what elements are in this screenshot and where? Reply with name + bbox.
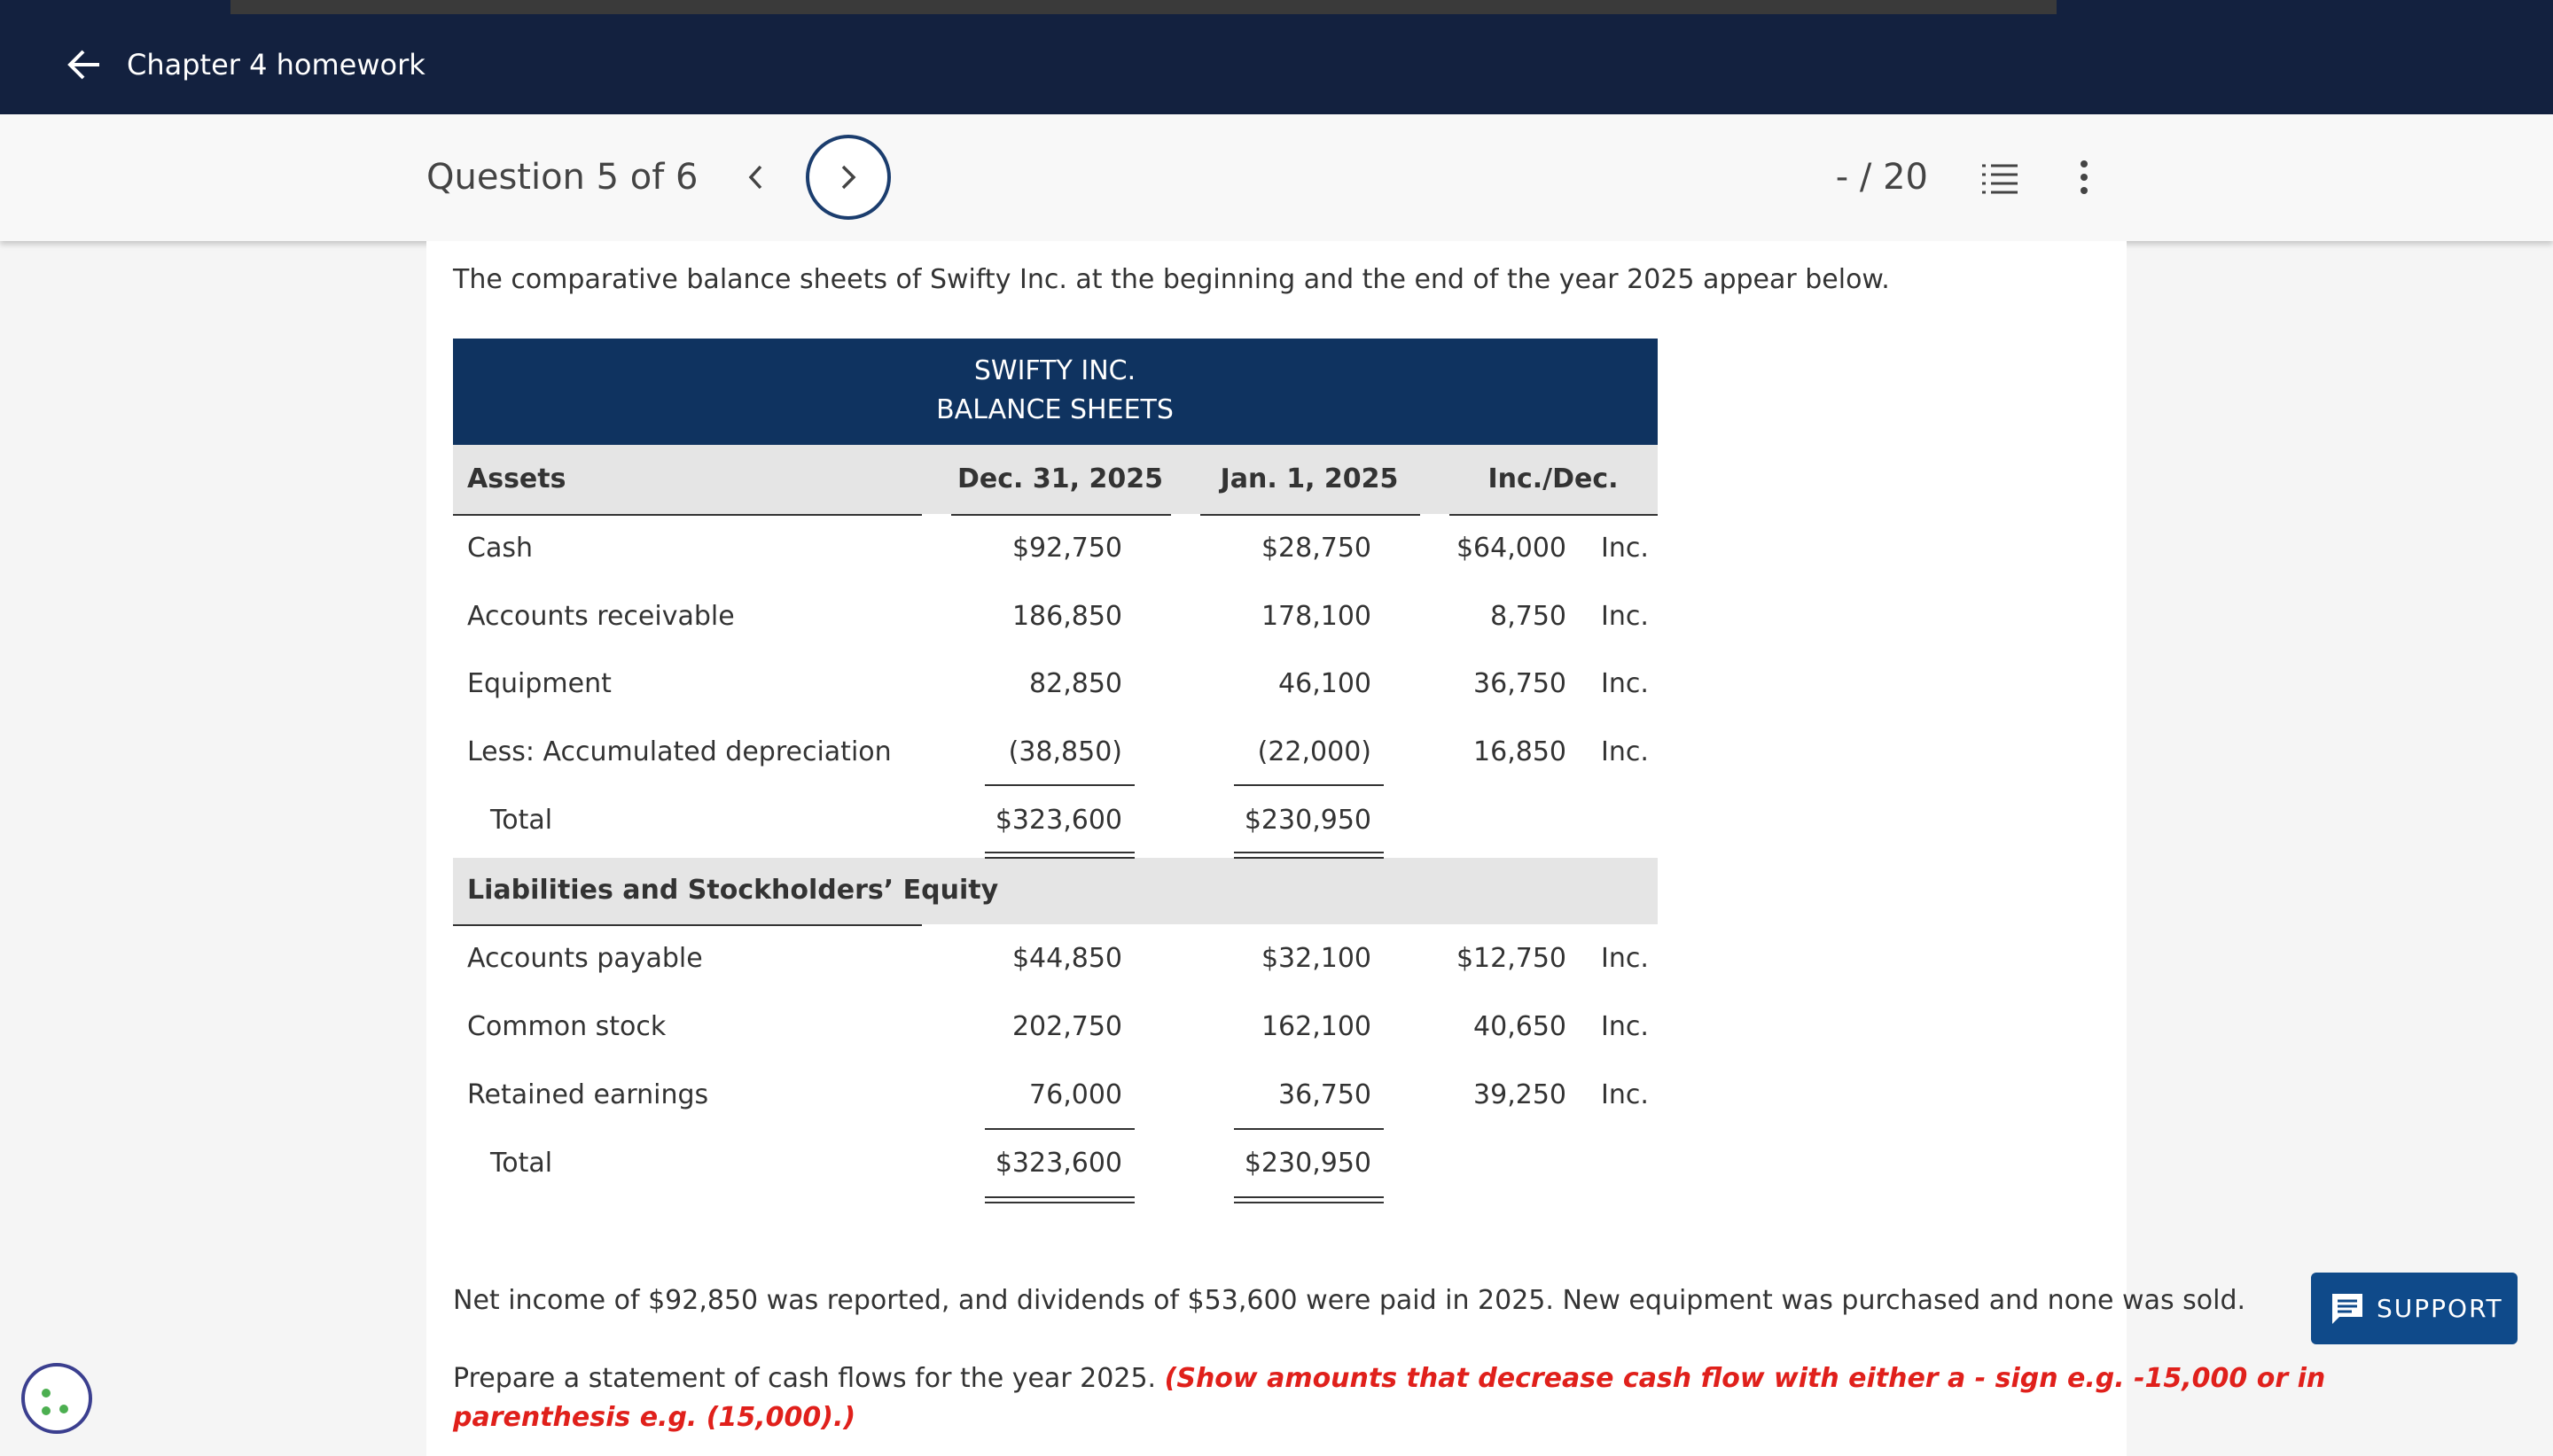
rule (985, 1196, 1135, 1198)
rule (1234, 1196, 1384, 1198)
cell: (38,850) (1008, 736, 1122, 767)
rule (1200, 514, 1420, 516)
rule (951, 514, 1171, 516)
rule (1449, 514, 1658, 516)
cell: 46,100 (1278, 668, 1371, 699)
cell: Inc. (1601, 736, 1649, 767)
rule (985, 852, 1135, 853)
back-arrow[interactable] (66, 47, 103, 82)
rule (1234, 857, 1384, 859)
cell: Inc. (1601, 943, 1649, 974)
column-header-row (453, 445, 1658, 514)
rule (1234, 1202, 1384, 1203)
cell: 40,650 (1473, 1011, 1566, 1042)
top-strip (230, 0, 2057, 14)
support-icon (2332, 1294, 2362, 1324)
support-label: SUPPORT (2377, 1294, 2503, 1323)
cell: 178,100 (1261, 601, 1371, 632)
table-title: SWIFTY INC. (973, 355, 1136, 386)
row-label: Total (490, 805, 553, 836)
back-label[interactable]: Chapter 4 homework (127, 48, 426, 82)
cell: Inc. (1601, 533, 1649, 564)
row-label: Less: Accumulated depreciation (467, 736, 892, 767)
row-label: Cash (467, 533, 533, 564)
cell: $323,600 (995, 805, 1122, 836)
rule (985, 1202, 1135, 1203)
cell: $230,950 (1244, 805, 1371, 836)
cookie-icon[interactable] (20, 1361, 94, 1436)
cell: $92,750 (1011, 533, 1122, 564)
cell: Inc. (1601, 1079, 1649, 1110)
cell: Inc. (1601, 601, 1649, 632)
instructions-text: Prepare a statement of cash flows for th… (453, 1363, 1157, 1394)
column-header: Assets (467, 463, 566, 494)
rule (1234, 784, 1384, 786)
rule (1234, 1128, 1384, 1130)
support-button[interactable]: SUPPORT (2311, 1273, 2518, 1344)
cell: $28,750 (1261, 533, 1371, 564)
section-heading: Liabilities and Stockholders’ Equity (467, 875, 999, 906)
score: - / 20 (1835, 157, 1928, 198)
prev-button[interactable] (743, 161, 769, 193)
rule (1234, 852, 1384, 853)
column-header: Jan. 1, 2025 (1220, 463, 1399, 494)
cell: 36,750 (1278, 1079, 1371, 1110)
cell: $64,000 (1456, 533, 1566, 564)
table-title: BALANCE SHEETS (936, 394, 1174, 425)
note-text: Net income of $92,850 was reported, and … (453, 1285, 2246, 1316)
cell: Inc. (1601, 1011, 1649, 1042)
row-label: Common stock (467, 1011, 667, 1042)
question-label: Question 5 of 6 (426, 157, 699, 198)
rule (985, 1128, 1135, 1130)
rule (453, 514, 922, 516)
row-label: Total (490, 1148, 553, 1179)
row-label: Accounts payable (467, 943, 703, 974)
intro-text: The comparative balance sheets of Swifty… (453, 264, 1890, 295)
next-button[interactable] (804, 133, 893, 222)
row-label: Accounts receivable (467, 601, 735, 632)
list-icon[interactable] (1980, 160, 2019, 196)
section-row (453, 858, 1658, 924)
cell: $230,950 (1244, 1148, 1371, 1179)
cell: 162,100 (1261, 1011, 1371, 1042)
cell: 186,850 (1011, 601, 1122, 632)
cell: 39,250 (1473, 1079, 1566, 1110)
cell: (22,000) (1257, 736, 1371, 767)
cell: $44,850 (1011, 943, 1122, 974)
cell: $12,750 (1456, 943, 1566, 974)
cell: 76,000 (1029, 1079, 1122, 1110)
column-header: Dec. 31, 2025 (957, 463, 1163, 494)
cell: 36,750 (1473, 668, 1566, 699)
instructions-emphasis: parenthesis e.g. (15,000).) (453, 1402, 856, 1433)
cell: $32,100 (1261, 943, 1371, 974)
cell: 202,750 (1011, 1011, 1122, 1042)
column-header: Inc./Dec. (1487, 463, 1619, 494)
instructions: Prepare a statement of cash flows for th… (453, 1366, 2325, 1392)
cell: 16,850 (1473, 736, 1566, 767)
row-label: Retained earnings (467, 1079, 709, 1110)
top-bar: Chapter 4 homework (0, 0, 2553, 114)
table-header (453, 339, 1658, 445)
row-label: Equipment (467, 668, 612, 699)
more-icon[interactable] (2074, 159, 2094, 198)
cell: $323,600 (995, 1148, 1122, 1179)
cell: 8,750 (1490, 601, 1566, 632)
cell: Inc. (1601, 668, 1649, 699)
cell: 82,850 (1029, 668, 1122, 699)
rule (985, 857, 1135, 859)
rule (453, 924, 922, 926)
question-bar: Question 5 of 6 - / 20 (0, 114, 2553, 241)
rule (985, 784, 1135, 786)
instructions-emphasis: (Show amounts that decrease cash flow wi… (1164, 1363, 2326, 1394)
